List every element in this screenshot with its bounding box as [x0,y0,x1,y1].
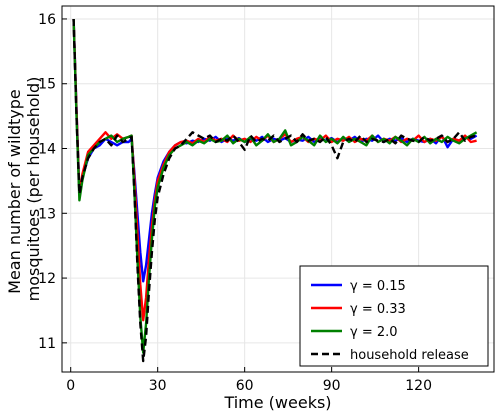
x-tick-label: 60 [236,378,254,394]
x-axis-title: Time (weeks) [223,393,331,412]
legend-label-1: γ = 0.15 [350,279,406,294]
legend-label-2: γ = 0.33 [350,302,406,317]
x-tick-label: 90 [323,378,341,394]
plot-frame [61,5,495,373]
y-tick-label: 14 [38,142,56,158]
axis-ticks: 0 30 60 90 120 11 12 13 14 15 16 [38,12,432,394]
y-tick-label: 11 [38,336,56,352]
legend-label-4: household release [350,348,469,363]
x-tick-label: 0 [66,378,75,394]
y-axis-title: Mean number of wildtype mosquitoes (per … [5,77,43,302]
legend-label-3: γ = 2.0 [350,325,398,340]
y-tick-label: 15 [38,77,56,93]
y-axis-title-line-1: Mean number of wildtype [5,89,24,294]
legend-box [299,265,489,367]
legend: γ = 0.15 γ = 0.33 γ = 2.0 household release [299,265,489,367]
y-axis-title-line-2: mosquitoes (per household) [24,77,43,302]
x-tick-label: 30 [149,378,167,394]
x-tick-label: 120 [405,378,432,394]
series-line-4 [72,18,477,363]
y-tick-label: 16 [38,12,56,28]
series-layer [72,18,478,363]
y-tick-label: 12 [38,271,56,287]
y-tick-label: 13 [38,206,56,222]
